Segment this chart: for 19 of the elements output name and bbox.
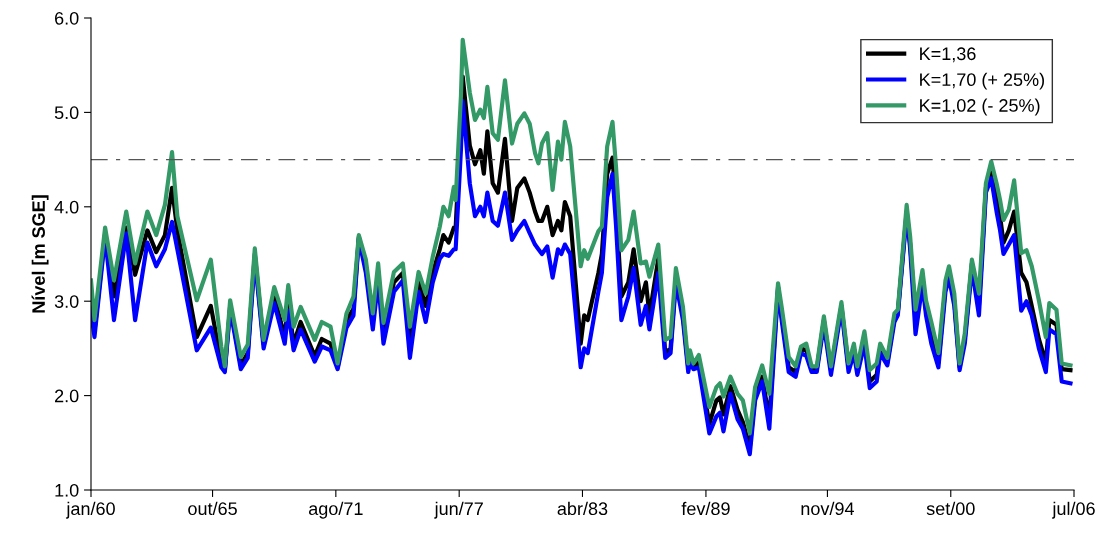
x-tick-label: set/00 [926, 501, 975, 516]
x-tick-label: jun/77 [434, 501, 483, 519]
legend-label: K=1,70 (+ 25%) [920, 72, 1044, 90]
y-tick-label: 1.0 [55, 483, 79, 497]
legend-label: K=1,36 [920, 47, 976, 63]
x-tick-label: out/65 [188, 501, 237, 516]
y-tick-label: 6.0 [55, 11, 79, 25]
x-tick-label: jan/60 [65, 501, 115, 519]
x-tick-label: abr/83 [557, 501, 608, 516]
x-tick-label: fev/89 [681, 501, 730, 516]
y-tick-label: 5.0 [54, 106, 79, 120]
x-tick-label: jul/06 [1051, 501, 1095, 519]
x-tick-label: ago/71 [309, 501, 363, 519]
y-axis-title: Nível [m SGE] [31, 195, 49, 313]
x-tick-label: nov/94 [801, 501, 854, 516]
y-tick-label: 3.0 [54, 295, 79, 308]
y-tick-label: 4.0 [54, 200, 79, 214]
legend-label: K=1,02 (- 25%) [920, 98, 1040, 116]
y-tick-label: 2.0 [55, 389, 79, 403]
